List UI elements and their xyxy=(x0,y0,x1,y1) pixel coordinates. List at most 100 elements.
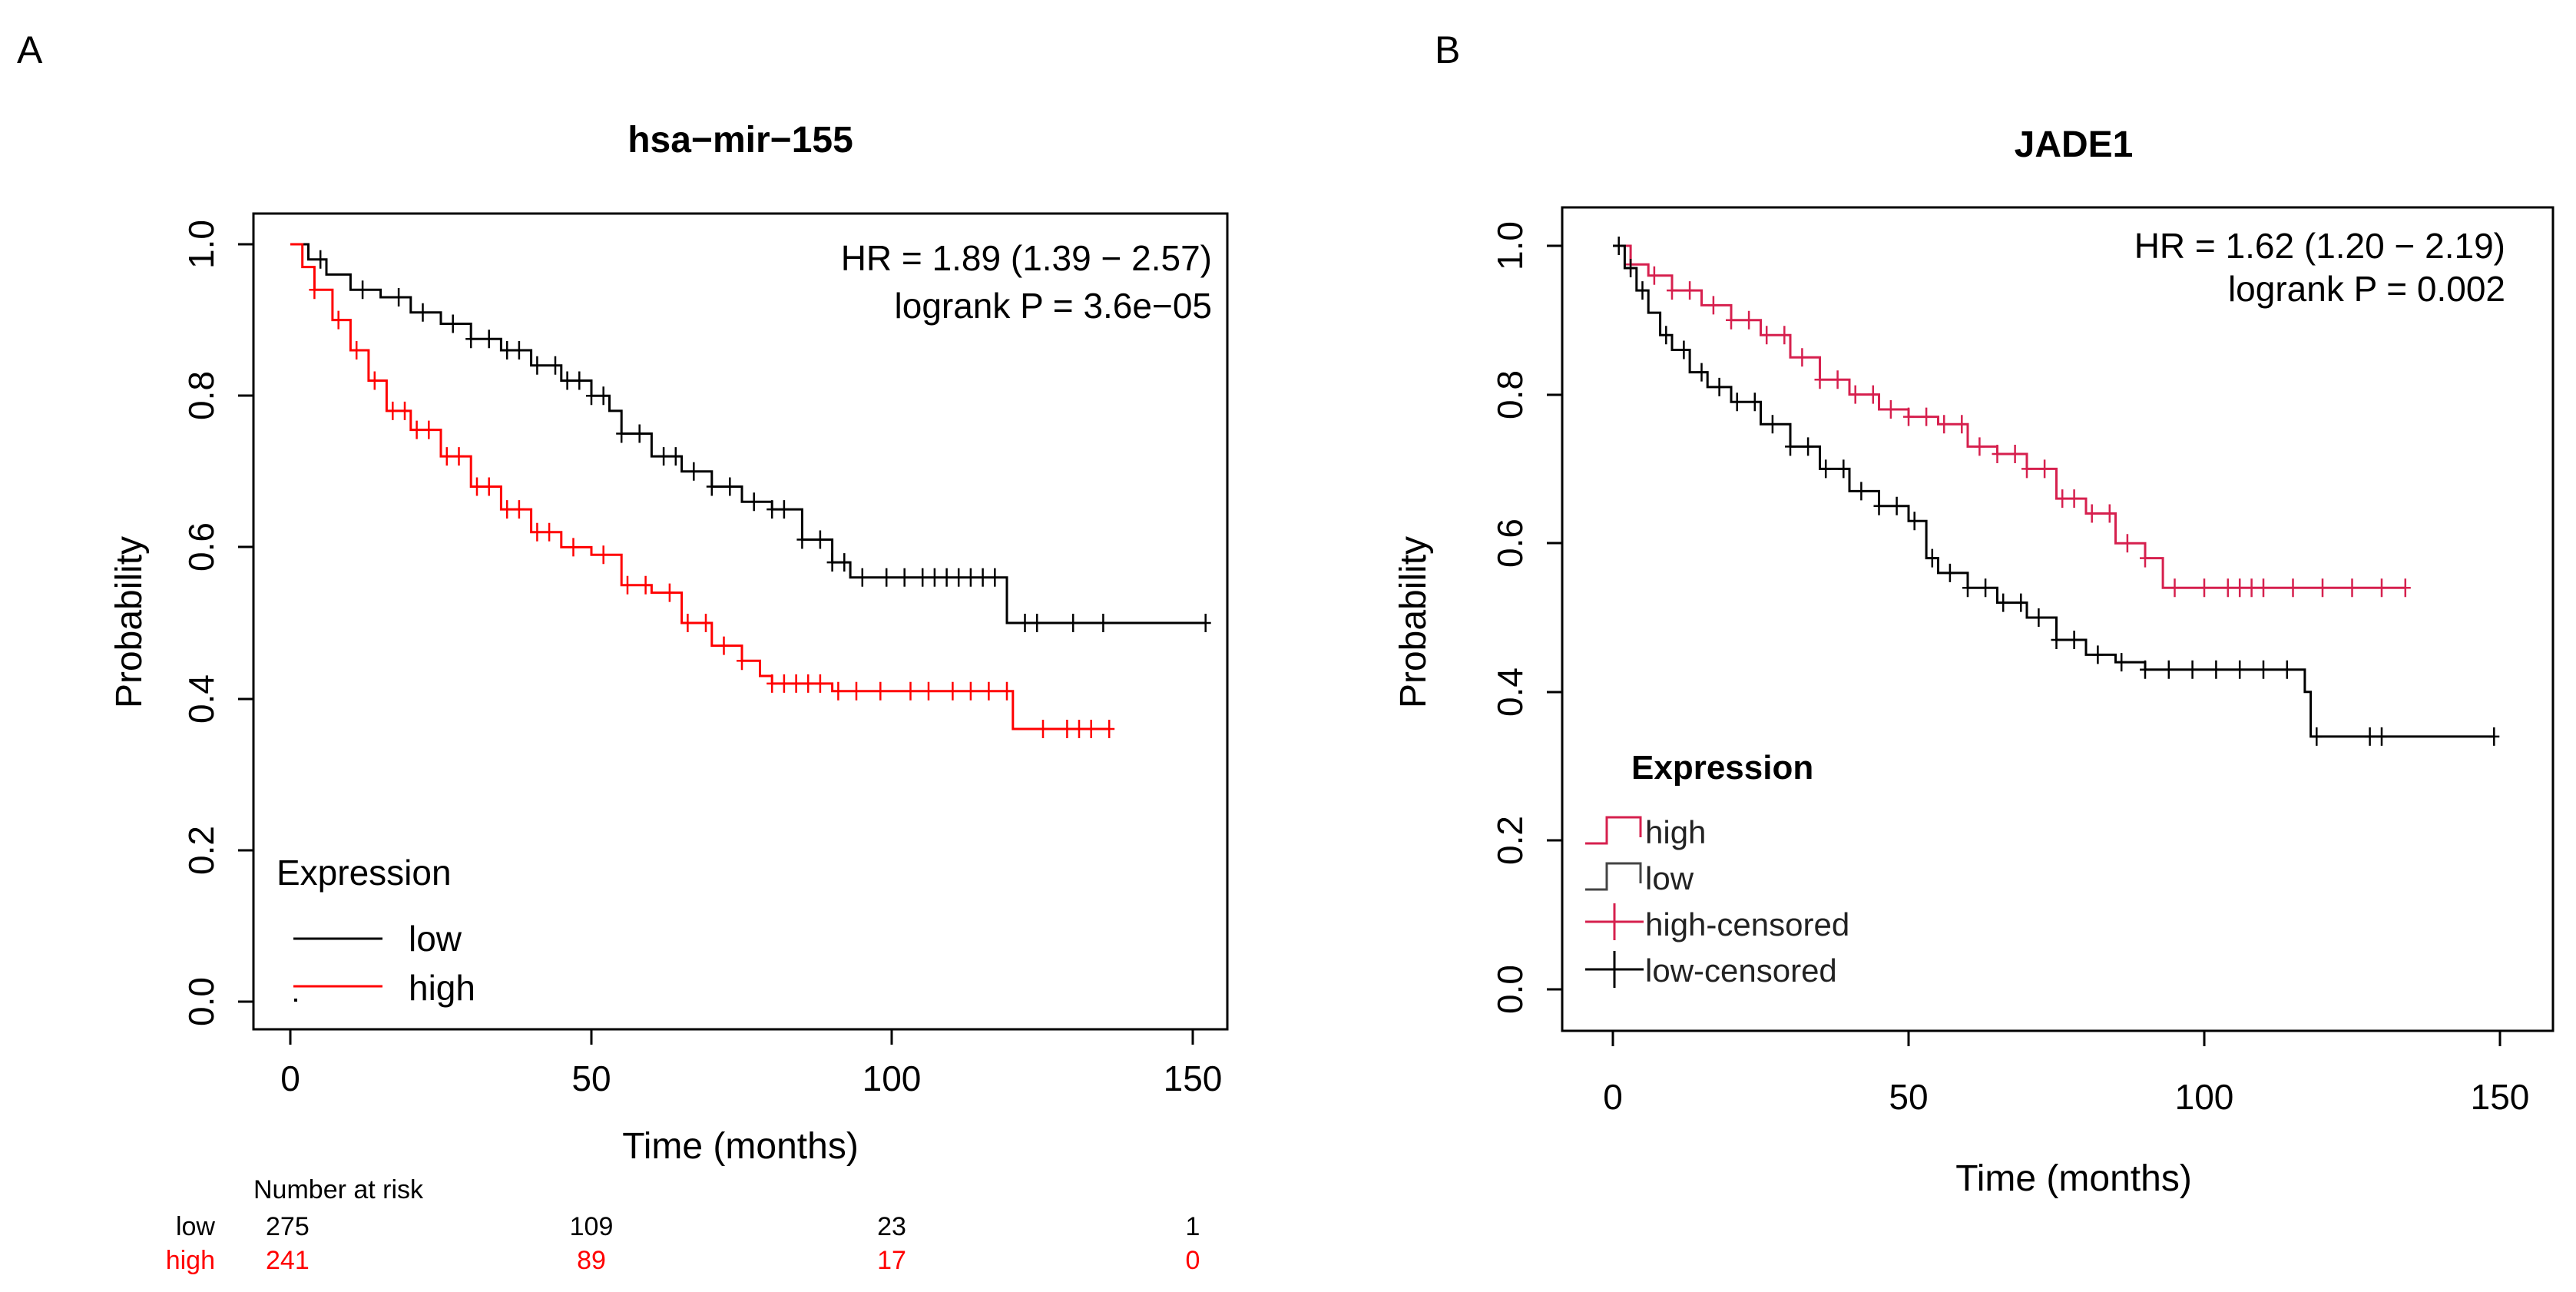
panel-a-censor-mark-low xyxy=(977,568,988,587)
panel-a-censor-mark-low xyxy=(856,568,868,587)
panel-a-legend-title: Expression xyxy=(276,853,452,893)
panel-a-censor-mark-low xyxy=(929,568,940,587)
panel-a-legend: Expression low high xyxy=(276,853,475,1008)
risk-low-value: 23 xyxy=(877,1212,906,1241)
risk-low-value: 275 xyxy=(266,1212,310,1241)
panel-b-censor-mark-low xyxy=(1944,563,1955,582)
panel-b-censor-mark-low xyxy=(2258,660,2269,679)
risk-high-value: 17 xyxy=(877,1246,906,1275)
panel-b-censor-mark-high xyxy=(2376,578,2387,598)
panel-a-title: hsa−mir−155 xyxy=(627,120,853,161)
panel-a-y-tick-label: 1.0 xyxy=(181,220,221,269)
panel-a-censor-mark-low xyxy=(748,492,760,512)
panel-a-censor-mark-high xyxy=(472,477,482,496)
panel-b-censor-mark-low xyxy=(1749,393,1760,412)
risk-low-value: 109 xyxy=(570,1212,614,1241)
panel-a-censor-mark-low xyxy=(513,341,525,359)
panel-b-censor-mark-low xyxy=(2033,608,2045,627)
panel-b-censor-mark-low xyxy=(1998,593,2009,612)
panel-b-censor-mark-low xyxy=(1909,512,1920,531)
panel-a-censor-mark-high xyxy=(598,545,609,565)
panel-a-censor-mark-low xyxy=(1200,614,1211,632)
panel-a-censor-mark-low xyxy=(465,330,477,349)
panel-a-censor-mark-low xyxy=(1098,614,1109,632)
panel-b-censor-mark-high xyxy=(1849,385,1861,404)
panel-b-legend-high-label: high xyxy=(1645,814,1706,850)
panel-a-censor-mark-low xyxy=(965,568,976,587)
panel-a-censor-mark-high xyxy=(1002,681,1012,701)
panel-a-censor-mark-high xyxy=(1085,720,1097,738)
panel-b-censor-mark-low xyxy=(1766,415,1778,434)
panel-a-censor-mark-high xyxy=(369,371,380,390)
panel-b-legend-low-censored-swatch xyxy=(1585,951,1644,988)
panel-b-censor-mark-low xyxy=(1660,326,1672,345)
panel-b-censor-mark-high xyxy=(1832,370,1843,389)
panel-a: A hsa−mir−155 0 50 100 150 0.0 0.2 0.4 0 xyxy=(17,28,1229,1275)
panel-b-x-tick-label: 50 xyxy=(1889,1077,1928,1117)
panel-a-censor-mark-low xyxy=(778,500,790,519)
panel-a-censor-mark-low xyxy=(574,371,585,390)
panel-b-censor-mark-high xyxy=(1796,348,1808,367)
panel-b-censor-mark-high xyxy=(1684,281,1696,300)
panel-a-censor-mark-high xyxy=(682,614,694,632)
panel-a-x-axis: 0 50 100 150 xyxy=(280,1028,1222,1098)
panel-b-x-tick-label: 150 xyxy=(2471,1077,2530,1117)
panel-a-censor-mark-low xyxy=(502,341,513,359)
panel-b-censor-mark-high xyxy=(1956,415,1968,434)
panel-a-plot-frame xyxy=(252,212,1229,1031)
panel-b-censor-mark-low xyxy=(1820,459,1832,479)
panel-b-legend-title: Expression xyxy=(1631,749,1813,787)
panel-b-x-axis: 0 50 100 150 xyxy=(1603,1029,2530,1117)
panel-b-censor-mark-low xyxy=(1696,363,1707,382)
panel-b-censor-mark-low xyxy=(1678,340,1690,359)
panel-a-censor-mark-low xyxy=(531,356,543,375)
panel-a-censor-mark-high xyxy=(803,674,814,693)
panel-b-censor-mark-low xyxy=(1856,482,1867,501)
panel-a-y-tick-label: 0.0 xyxy=(181,977,221,1026)
panel-b-censor-mark-high xyxy=(1648,266,1660,285)
panel-a-censor-mark-low xyxy=(616,424,627,443)
panel-b-censor-mark-low xyxy=(2234,660,2246,679)
panel-a-censor-mark-low xyxy=(989,568,1001,587)
panel-a-censor-mark-low xyxy=(688,462,700,481)
panel-a-censor-mark-high xyxy=(544,522,555,542)
risk-high-value: 0 xyxy=(1186,1246,1200,1275)
panel-b-censor-mark-high xyxy=(2317,578,2328,598)
panel-a-censor-mark-high xyxy=(718,636,730,655)
panel-b-censor-mark-low xyxy=(2163,660,2174,679)
panel-a-censor-mark-low xyxy=(393,288,405,306)
panel-b-censor-mark-low xyxy=(1637,281,1648,300)
panel-b-legend-low-censored-label: low-censored xyxy=(1645,952,1837,989)
panel-a-censor-mark-high xyxy=(453,447,465,466)
panel-a-censor-mark-low xyxy=(658,447,670,466)
panel-a-legend-low-label: low xyxy=(409,919,462,959)
panel-a-censor-mark-low xyxy=(724,477,736,496)
panel-b-censor-mark-high xyxy=(2021,459,2032,479)
panel-a-censor-mark-low xyxy=(1068,614,1079,632)
panel-b-censor-mark-low xyxy=(2376,727,2387,746)
panel-a-censor-mark-high xyxy=(1074,720,1084,738)
panel-b-y-tick-label: 0.8 xyxy=(1490,370,1530,419)
panel-a-censor-mark-low xyxy=(315,250,326,269)
panel-b-censor-mark-low xyxy=(2140,660,2151,679)
panel-a-censor-mark-low xyxy=(1031,614,1043,632)
panel-b-logrank-p: logrank P = 0.002 xyxy=(2228,269,2505,309)
panel-b-censor-mark-high xyxy=(2199,578,2210,598)
panel-b-censor-mark-low xyxy=(1731,393,1743,412)
panel-b-letter: B xyxy=(1435,28,1460,71)
panel-a-censor-mark-low xyxy=(767,500,778,519)
risk-row-low-label: low xyxy=(176,1212,215,1241)
panel-a-censor-mark-high xyxy=(640,575,651,595)
panel-b-x-tick-label: 100 xyxy=(2175,1077,2234,1117)
panel-a-censor-mark-low xyxy=(561,371,573,390)
panel-b-legend-high-censored-swatch xyxy=(1585,903,1644,940)
panel-a-censor-mark-high xyxy=(1104,720,1115,738)
panel-a-censor-mark-high xyxy=(1061,720,1073,738)
panel-a-censor-mark-high xyxy=(441,447,452,466)
panel-b-censor-mark-high xyxy=(2258,578,2269,598)
panel-b-censor-mark-high xyxy=(1867,385,1879,404)
risk-table-header: Number at risk xyxy=(253,1175,424,1204)
panel-b-censor-mark-low xyxy=(1838,459,1849,479)
panel-a-censor-mark-low xyxy=(483,330,495,349)
panel-b-censor-mark-high xyxy=(1761,326,1773,345)
